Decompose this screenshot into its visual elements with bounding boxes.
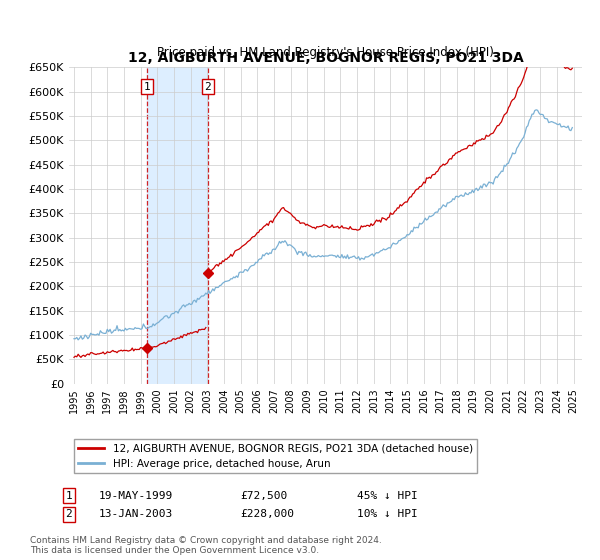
Text: 1: 1 [143, 82, 150, 92]
Bar [147, 67, 208, 384]
Title: 12, AIGBURTH AVENUE, BOGNOR REGIS, PO21 3DA: 12, AIGBURTH AVENUE, BOGNOR REGIS, PO21 … [128, 50, 523, 64]
Text: Price paid vs. HM Land Registry's House Price Index (HPI): Price paid vs. HM Land Registry's House … [157, 46, 494, 59]
Text: 45% ↓ HPI: 45% ↓ HPI [357, 491, 418, 501]
Text: 19-MAY-1999: 19-MAY-1999 [99, 491, 173, 501]
Text: 13-JAN-2003: 13-JAN-2003 [99, 509, 173, 519]
Text: £72,500: £72,500 [240, 491, 287, 501]
Legend: 12, AIGBURTH AVENUE, BOGNOR REGIS, PO21 3DA (detached house), HPI: Average price: 12, AIGBURTH AVENUE, BOGNOR REGIS, PO21 … [74, 440, 477, 473]
Text: 2: 2 [65, 509, 73, 519]
Text: Contains HM Land Registry data © Crown copyright and database right 2024.
This d: Contains HM Land Registry data © Crown c… [30, 536, 382, 556]
Text: 1: 1 [65, 491, 73, 501]
Text: 10% ↓ HPI: 10% ↓ HPI [357, 509, 418, 519]
Text: £228,000: £228,000 [240, 509, 294, 519]
Text: 2: 2 [205, 82, 211, 92]
